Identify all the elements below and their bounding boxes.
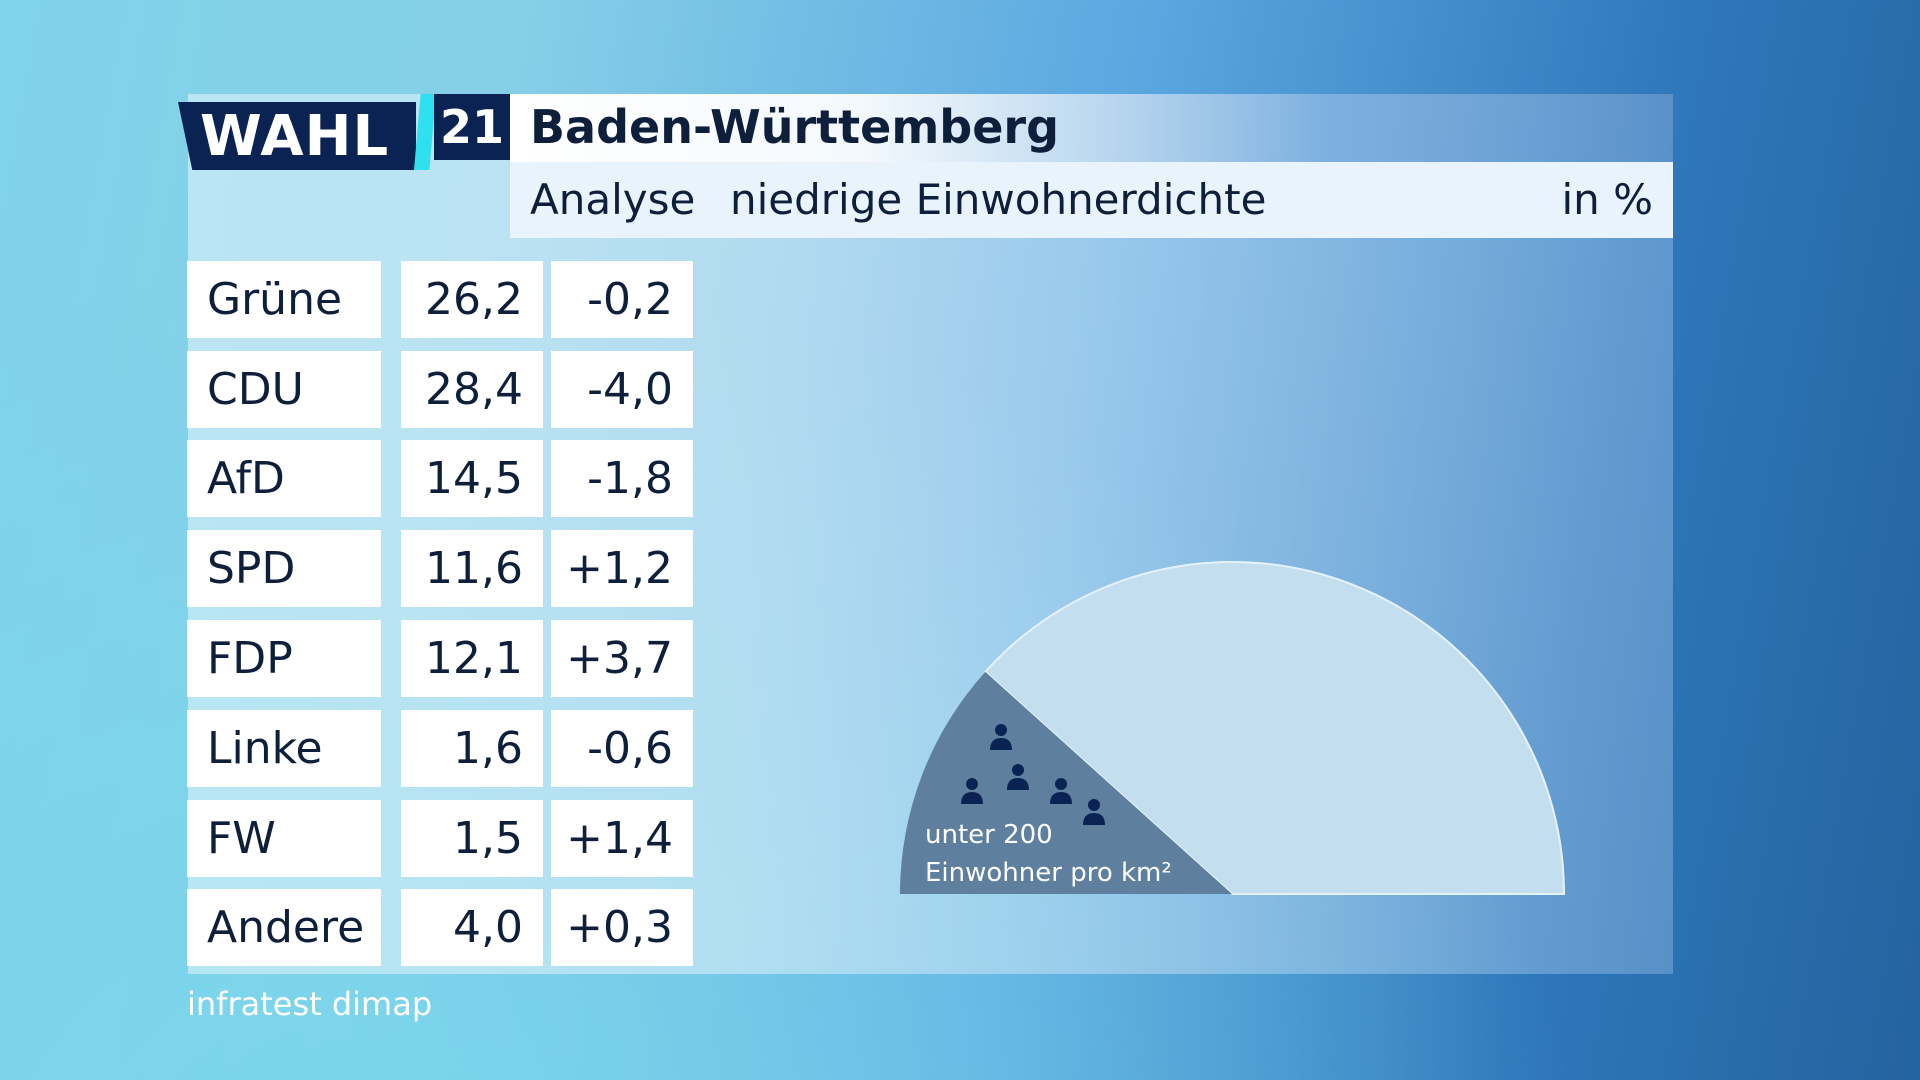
party-value: 11,6 — [401, 530, 543, 607]
party-value: 4,0 — [401, 889, 543, 966]
slice-label-line1: unter 200 — [925, 820, 1053, 850]
page-title: Baden-Württemberg — [530, 100, 1060, 154]
party-change: -1,8 — [551, 440, 693, 517]
party-value: 1,5 — [401, 800, 543, 877]
party-name: Grüne — [187, 261, 381, 338]
wahl-logo: WAHL — [178, 102, 416, 170]
slice-label-line2: Einwohner pro km² — [925, 858, 1172, 888]
person-icon — [990, 724, 1012, 750]
title-bar: Baden-Württemberg — [510, 94, 1673, 162]
party-value: 26,2 — [401, 261, 543, 338]
party-value: 28,4 — [401, 351, 543, 428]
person-icon — [1050, 778, 1072, 804]
person-icon — [1083, 799, 1105, 825]
person-icon — [1007, 764, 1029, 790]
party-name: FW — [187, 800, 381, 877]
party-value: 12,1 — [401, 620, 543, 697]
logo-accent — [414, 94, 436, 170]
party-change: +1,4 — [551, 800, 693, 877]
party-value: 1,6 — [401, 710, 543, 787]
logo-year: 21 — [434, 94, 510, 160]
subtitle-topic: niedrige Einwohnerdichte — [730, 175, 1267, 224]
person-icon — [961, 778, 983, 804]
party-change: +1,2 — [551, 530, 693, 607]
party-value: 14,5 — [401, 440, 543, 517]
density-pie-chart: unter 200 Einwohner pro km² — [900, 561, 1566, 895]
subtitle-bar: Analyse niedrige Einwohnerdichte in % — [510, 162, 1673, 238]
party-change: +0,3 — [551, 889, 693, 966]
party-name: Linke — [187, 710, 381, 787]
party-name: AfD — [187, 440, 381, 517]
party-change: -4,0 — [551, 351, 693, 428]
party-change: +3,7 — [551, 620, 693, 697]
subtitle-analysis: Analyse — [530, 175, 696, 224]
party-change: -0,2 — [551, 261, 693, 338]
person-icons-group — [961, 724, 1105, 825]
subtitle-unit: in % — [1561, 175, 1653, 224]
party-name: Andere — [187, 889, 381, 966]
pie-slice-rest — [983, 561, 1566, 895]
party-name: SPD — [187, 530, 381, 607]
party-name: FDP — [187, 620, 381, 697]
party-change: -0,6 — [551, 710, 693, 787]
logo-text: WAHL — [200, 104, 390, 169]
party-name: CDU — [187, 351, 381, 428]
source-credit: infratest dimap — [187, 985, 433, 1023]
